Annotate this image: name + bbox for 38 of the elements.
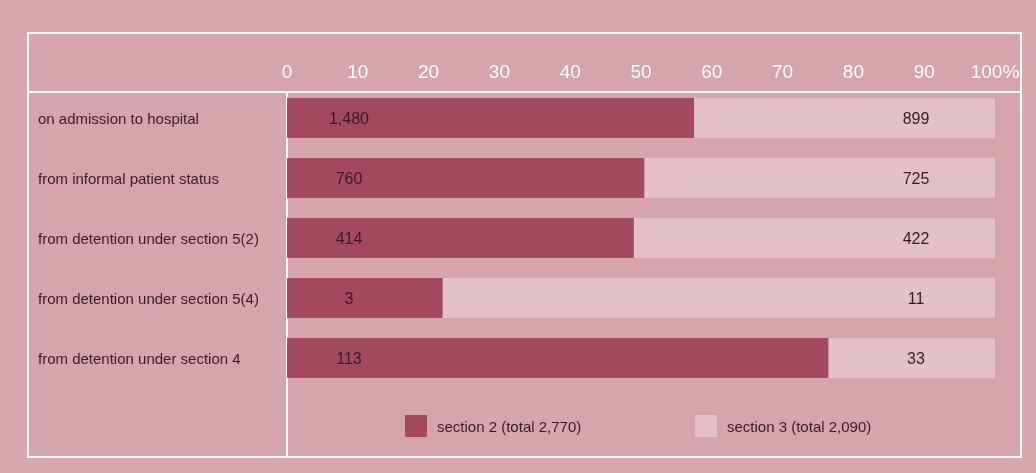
annotation: 899 — [902, 110, 930, 127]
x-tick-label: 50 — [630, 61, 652, 82]
bar — [287, 158, 645, 198]
y-tick-label: from detention under section 5(2) — [38, 230, 259, 247]
bar — [828, 338, 995, 378]
x-tick-label: 100% — [970, 61, 1020, 82]
bar — [287, 218, 634, 258]
bar — [287, 278, 443, 318]
y-tick-label: from detention under section 5(4) — [38, 290, 259, 307]
annotation: 414 — [335, 230, 363, 247]
annotation: 33 — [907, 350, 925, 367]
legend-label: section 3 (total 2,090) — [727, 418, 872, 435]
x-tick-label: 10 — [347, 61, 369, 82]
bar — [644, 158, 995, 198]
x-tick-label: 0 — [281, 61, 293, 82]
annotation: 725 — [902, 170, 930, 187]
annotation: 422 — [902, 230, 930, 247]
x-tick-label: 20 — [418, 61, 440, 82]
annotation: 1,480 — [328, 110, 370, 127]
y-tick-label: from detention under section 4 — [38, 350, 241, 367]
x-tick-label: 60 — [701, 61, 723, 82]
legend-label: section 2 (total 2,770) — [437, 418, 582, 435]
annotation: 760 — [335, 170, 363, 187]
x-tick-label: 80 — [842, 61, 864, 82]
annotation: 113 — [336, 350, 362, 367]
y-tick-label: on admission to hospital — [38, 110, 199, 127]
bar — [694, 98, 995, 138]
bar — [287, 338, 829, 378]
bar — [633, 218, 995, 258]
bar — [442, 278, 995, 318]
x-tick-label: 40 — [559, 61, 581, 82]
x-tick-label: 90 — [913, 61, 935, 82]
x-tick-label: 30 — [488, 61, 510, 82]
bar — [287, 98, 695, 138]
x-tick-label: 70 — [772, 61, 794, 82]
annotation: 11 — [907, 290, 925, 307]
annotation: 3 — [344, 290, 354, 307]
y-tick-label: from informal patient status — [38, 170, 219, 187]
